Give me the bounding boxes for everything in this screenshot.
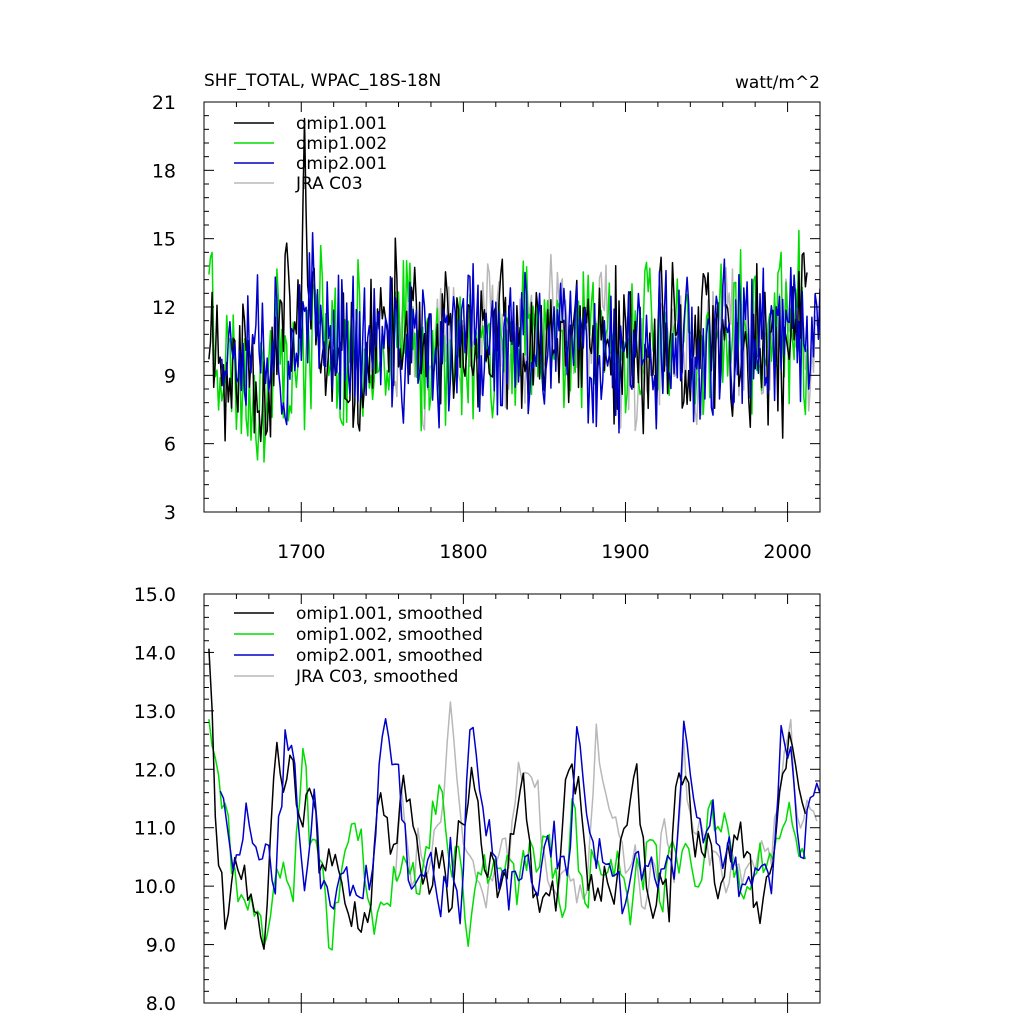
series-line-omip2-001 [219,717,820,925]
x-tick-label: 2000 [763,541,811,563]
legend-label: omip2.001, smoothed [296,646,483,666]
x-tick-label: 1700 [277,541,325,563]
y-tick-label: 14.0 [134,642,176,664]
series-line-omip1-002 [208,719,807,951]
y-tick-label: 15 [152,229,176,251]
bottom-panel: 8.0 9.0 10.0 11.0 12.0 13.0 14.0 15.0 omip1.001,… [134,584,821,1015]
x-tick-label: 1800 [439,541,487,563]
y-tick-label: 18 [152,160,176,182]
y-tick-label: 15.0 [134,584,176,606]
series-line-omip1-001 [208,648,807,950]
y-tick-label: 12 [152,297,176,319]
series-group [208,117,820,463]
legend-label: JRA C03 [295,174,363,194]
units-label: watt/m^2 [735,73,820,93]
y-tick-label: 3 [164,502,176,524]
legend-label: omip1.002, smoothed [296,625,483,645]
legend-label: omip2.001 [296,154,387,174]
y-tick-label: 9.0 [146,935,176,957]
legend-label: JRA C03, smoothed [295,667,458,687]
series-group [208,648,820,951]
y-tick-label: 13.0 [134,701,176,723]
y-tick-label: 6 [164,434,176,456]
series-line-omip2-001 [219,231,820,434]
legend-label: omip1.001, smoothed [296,604,483,624]
legend-label: omip1.001 [296,114,387,134]
y-tick-label: 21 [152,92,176,114]
legend-label: omip1.002 [296,134,387,154]
y-tick-label: 9 [164,365,176,387]
y-tick-label: 8.0 [146,993,176,1015]
x-tick-label: 1900 [601,541,649,563]
y-tick-label: 11.0 [134,818,176,840]
plot-frame [203,593,821,1004]
top-panel: 1700 1800 1900 200036912151821omip1.001omip… [152,92,821,563]
y-tick-label: 12.0 [134,759,176,781]
series-line-jra-c03 [394,701,818,910]
y-tick-label: 10.0 [134,876,176,898]
figure-title: SHF_TOTAL, WPAC_18S-18N [204,71,441,91]
